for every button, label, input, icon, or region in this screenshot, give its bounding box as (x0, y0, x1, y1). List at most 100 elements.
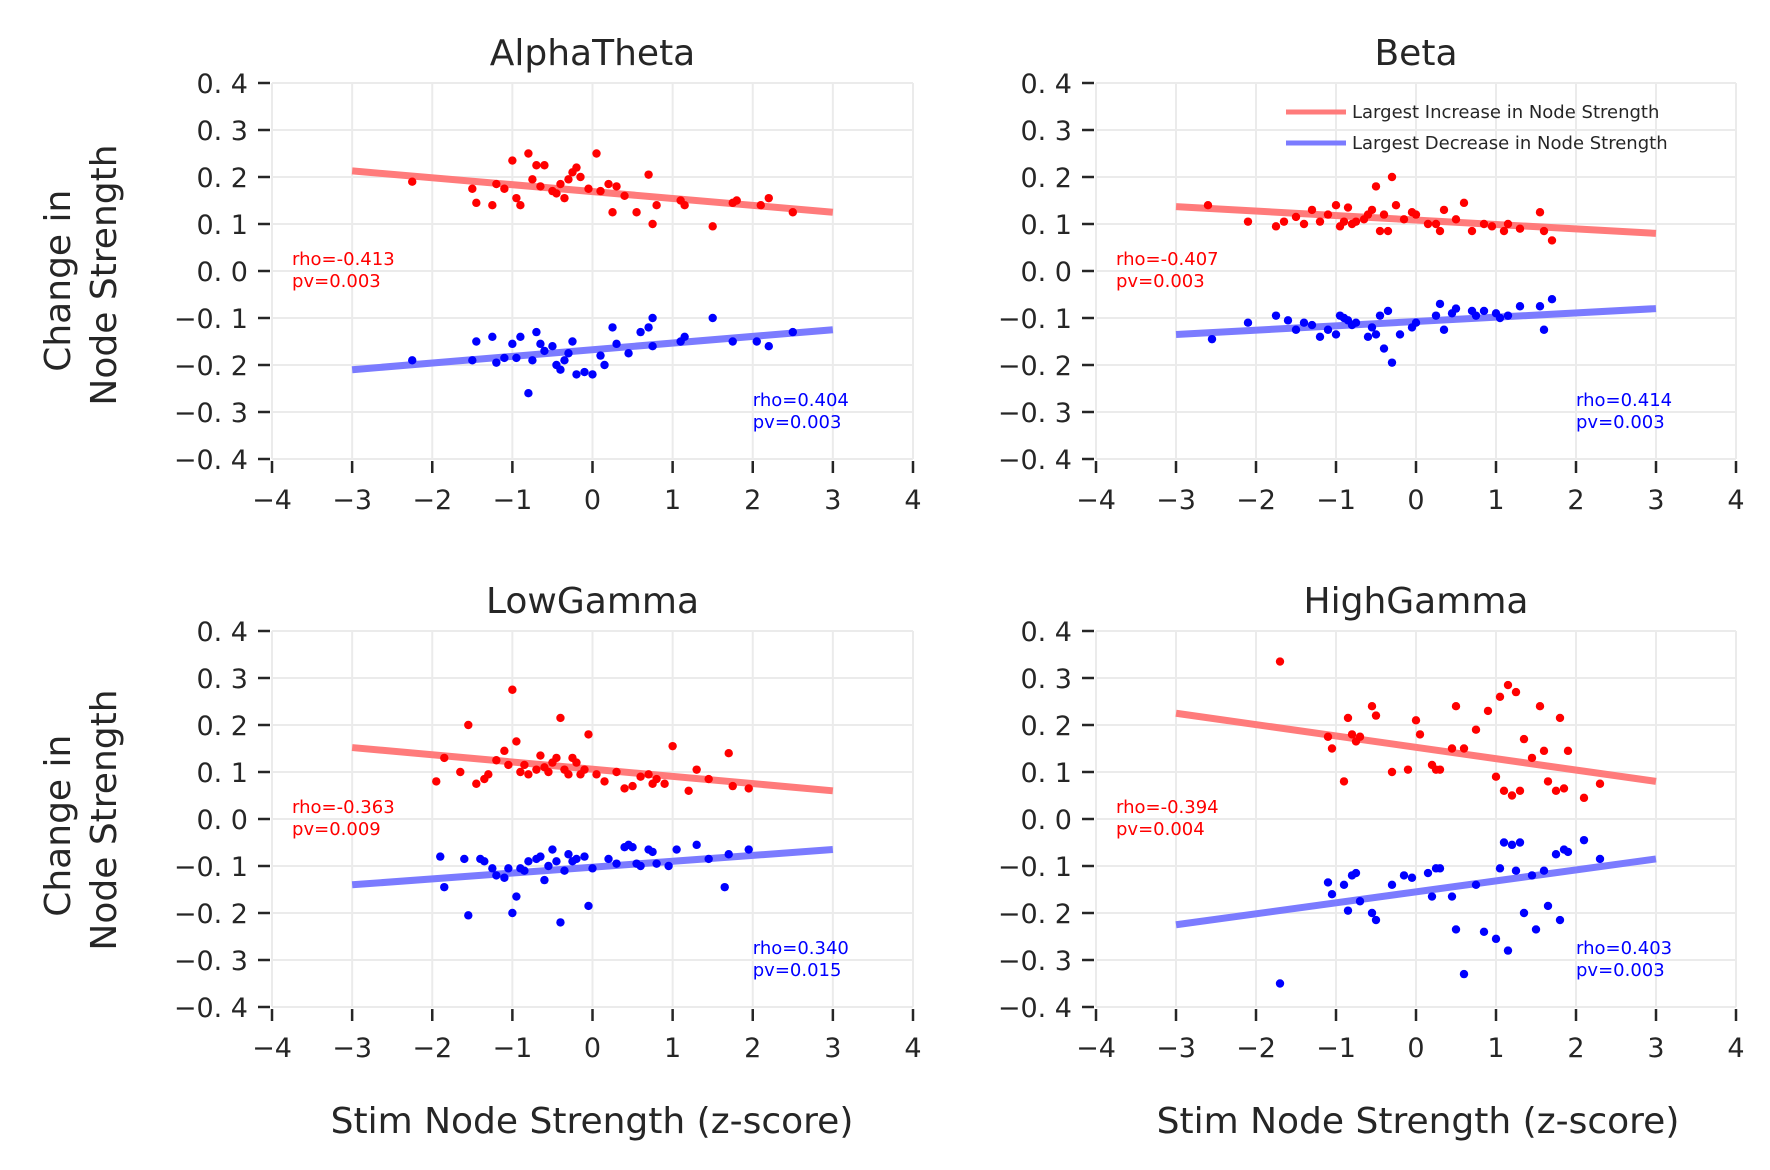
increase-point (1203, 201, 1213, 210)
y-tick-label: −0. 2 (998, 899, 1072, 930)
increase-point (632, 208, 641, 217)
increase-point (1551, 786, 1561, 795)
increase-point (1367, 205, 1377, 215)
decrease-point (1339, 880, 1349, 889)
increase-point (1355, 732, 1365, 741)
decrease-point (1367, 908, 1377, 918)
decrease-point (652, 859, 661, 868)
decrease-point (556, 918, 565, 927)
y-tick-label: −0. 4 (174, 445, 248, 476)
decrease-point (724, 850, 733, 859)
decrease-point (1323, 878, 1333, 887)
decrease-point (460, 854, 469, 864)
increase-point (1315, 217, 1325, 226)
decrease-point (536, 339, 545, 349)
decrease-point (1447, 892, 1457, 901)
increase-fit-line (1175, 709, 1657, 785)
decrease-point (1527, 871, 1537, 880)
decrease-point (1275, 979, 1285, 988)
decrease-point (1431, 311, 1441, 320)
x-tick-label: −2 (412, 485, 452, 516)
increase-point (1495, 692, 1505, 701)
x-tick-label: 3 (824, 1033, 841, 1064)
decrease-point (532, 327, 541, 337)
increase-fit-line (351, 744, 834, 795)
increase-point (516, 201, 525, 210)
decrease-point (1579, 835, 1589, 845)
decrease-point (540, 875, 549, 885)
decrease-point (1407, 873, 1417, 882)
increase-point (1459, 198, 1469, 208)
decrease-point (604, 854, 613, 864)
decrease-point (500, 873, 509, 882)
decrease-point (1435, 299, 1445, 309)
decrease-point (512, 353, 521, 363)
increase-point (1471, 725, 1481, 734)
increase-point (660, 779, 669, 788)
legend-decrease-label: Largest Decrease in Node Strength (1352, 133, 1668, 154)
decrease-point (752, 337, 761, 346)
decrease-point (508, 908, 517, 918)
y-tick-label: 0. 4 (1020, 617, 1072, 648)
decrease-point (1503, 946, 1513, 955)
decrease-point (1451, 925, 1461, 934)
increase-point (552, 753, 561, 763)
increase-point (1327, 744, 1337, 753)
increase-point (1347, 730, 1357, 739)
decrease-point (568, 337, 577, 346)
decrease-stat-annotation: rho=0.403 pv=0.003 (1576, 938, 1672, 981)
decrease-point (744, 845, 753, 854)
stat-line: pv=0.003 (292, 271, 381, 292)
decrease-point (1399, 871, 1409, 880)
decrease-point (588, 864, 597, 873)
panel-beta: −4 −3 −2 −1 0 1 2 3 4 −0. 4 −0. 3 −0. 2 −0. 1 0. 0 0. … (998, 33, 1745, 516)
decrease-point (548, 845, 557, 854)
y-tick-label: −0. 4 (998, 993, 1072, 1024)
x-tick-label: −1 (1316, 1033, 1356, 1064)
increase-point (1539, 746, 1549, 756)
decrease-point (1323, 325, 1333, 334)
increase-stat-annotation: rho=-0.363 pv=0.009 (292, 797, 395, 840)
increase-point (1387, 767, 1397, 777)
x-tick-label: −3 (332, 485, 372, 516)
decrease-point (488, 332, 497, 341)
y-tick-label: 0. 2 (1020, 163, 1072, 194)
decrease-point (1379, 344, 1389, 353)
decrease-point (1515, 302, 1525, 311)
y-tick-label: 0. 0 (196, 805, 248, 836)
decrease-point (1515, 838, 1525, 847)
increase-point (556, 713, 565, 723)
decrease-point (520, 866, 529, 875)
stat-line: rho=0.404 (753, 390, 849, 411)
y-tick-label: −0. 4 (174, 993, 248, 1024)
decrease-point (1291, 325, 1301, 334)
increase-point (1519, 734, 1529, 744)
decrease-stat-annotation: rho=0.340 pv=0.015 (753, 938, 849, 981)
increase-point (468, 184, 477, 193)
x-tick-label: 0 (584, 1033, 601, 1064)
decrease-point (1307, 320, 1317, 330)
x-tick-label: 4 (1727, 485, 1744, 516)
increase-point (1579, 793, 1589, 803)
increase-point (576, 172, 585, 182)
increase-point (1487, 222, 1497, 231)
increase-point (680, 201, 689, 210)
increase-point (1383, 226, 1393, 236)
decrease-point (644, 323, 653, 332)
increase-point (1539, 226, 1549, 236)
decrease-point (512, 892, 521, 901)
increase-point (692, 765, 701, 774)
decrease-point (1595, 854, 1605, 864)
decrease-point (1427, 892, 1437, 901)
increase-point (1271, 222, 1281, 231)
y-axis-label-line1: Change in (38, 190, 79, 372)
increase-point (1387, 172, 1397, 182)
increase-point (644, 170, 653, 179)
decrease-point (680, 332, 689, 341)
decrease-point (468, 356, 477, 365)
increase-point (1351, 217, 1361, 226)
increase-point (788, 208, 798, 217)
increase-point (1435, 226, 1445, 236)
x-tick-label: −4 (252, 1033, 292, 1064)
increase-point (1467, 226, 1477, 236)
